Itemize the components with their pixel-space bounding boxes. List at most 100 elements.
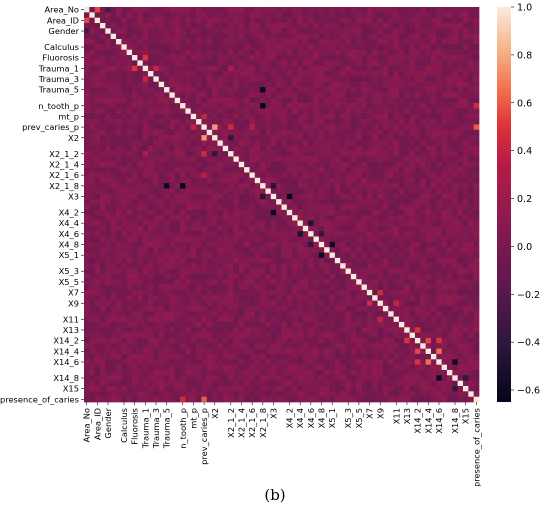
heatmap-cell xyxy=(185,241,192,248)
heatmap-cell xyxy=(308,81,314,88)
heatmap-cell xyxy=(430,247,437,253)
heatmap-cell xyxy=(366,289,373,296)
heatmap-cell xyxy=(228,188,234,195)
heatmap-cell xyxy=(425,359,432,365)
heatmap-cell xyxy=(174,343,181,349)
heatmap-cell xyxy=(366,55,373,61)
heatmap-cell xyxy=(414,12,421,19)
heatmap-cell xyxy=(350,97,357,104)
heatmap-cell xyxy=(233,332,240,339)
heatmap-cell xyxy=(302,321,309,328)
heatmap-cell xyxy=(174,204,181,211)
heatmap-cell xyxy=(94,199,101,205)
heatmap-cell xyxy=(361,327,368,333)
heatmap-cell xyxy=(260,145,266,152)
heatmap-cell xyxy=(398,65,405,72)
heatmap-cell xyxy=(265,145,272,152)
heatmap-cell xyxy=(174,300,181,307)
heatmap-cell xyxy=(350,55,357,61)
heatmap-cell xyxy=(468,161,475,168)
heatmap-cell xyxy=(441,87,448,93)
heatmap-cell xyxy=(292,311,298,317)
heatmap-cell xyxy=(377,76,384,83)
heatmap-cell xyxy=(265,209,272,216)
heatmap-cell xyxy=(174,284,181,291)
heatmap-cell xyxy=(270,359,277,365)
heatmap-cell xyxy=(372,156,378,163)
heatmap-cell xyxy=(233,28,240,35)
heatmap-cell xyxy=(334,17,341,24)
heatmap-cell xyxy=(217,364,224,371)
heatmap-cell xyxy=(174,28,181,35)
heatmap-cell xyxy=(398,252,405,259)
heatmap-cell xyxy=(94,188,101,195)
heatmap-cell xyxy=(265,87,272,93)
heatmap-cell xyxy=(468,172,475,179)
heatmap-cell xyxy=(388,268,394,275)
heatmap-cell xyxy=(462,49,469,56)
heatmap-cell xyxy=(233,199,240,205)
heatmap-cell xyxy=(329,103,336,109)
heatmap-cell xyxy=(350,257,357,264)
heatmap-cell xyxy=(430,348,437,355)
heatmap-cell xyxy=(318,327,325,333)
heatmap-cell xyxy=(329,87,336,93)
heatmap-cell xyxy=(372,236,378,243)
heatmap-cell xyxy=(121,263,128,269)
heatmap-cell xyxy=(436,353,442,360)
heatmap-cell xyxy=(228,305,234,312)
heatmap-cell xyxy=(212,17,218,24)
heatmap-cell xyxy=(164,87,170,93)
heatmap-cell xyxy=(436,167,442,173)
heatmap-cell xyxy=(361,119,368,125)
heatmap-cell xyxy=(233,44,240,51)
heatmap-cell xyxy=(254,273,261,280)
heatmap-cell xyxy=(398,257,405,264)
heatmap-cell xyxy=(420,268,426,275)
heatmap-cell xyxy=(356,305,362,312)
heatmap-cell xyxy=(297,279,304,285)
heatmap-cell xyxy=(206,295,213,301)
heatmap-cell xyxy=(334,316,341,323)
heatmap-cell xyxy=(153,220,160,227)
heatmap-cell xyxy=(302,353,309,360)
heatmap-cell xyxy=(281,65,288,72)
heatmap-cell xyxy=(318,81,325,88)
heatmap-cell xyxy=(441,151,448,157)
heatmap-cell xyxy=(350,39,357,45)
heatmap-cell xyxy=(468,337,475,344)
heatmap-cell xyxy=(473,193,480,200)
heatmap-cell xyxy=(430,204,437,211)
heatmap-cell xyxy=(356,140,362,147)
heatmap-cell xyxy=(185,44,192,51)
heatmap-cell xyxy=(404,183,410,189)
heatmap-cell xyxy=(222,215,229,221)
heatmap-cell xyxy=(121,225,128,232)
heatmap-cell xyxy=(190,188,197,195)
heatmap-cell xyxy=(350,268,357,275)
heatmap-cell xyxy=(436,284,442,291)
heatmap-cell xyxy=(185,17,192,24)
heatmap-cell xyxy=(430,119,437,125)
heatmap-cell xyxy=(308,92,314,99)
heatmap-cell xyxy=(361,17,368,24)
heatmap-cell xyxy=(409,55,416,61)
heatmap-cell xyxy=(473,220,480,227)
heatmap-cell xyxy=(430,145,437,152)
heatmap-cell xyxy=(457,343,464,349)
heatmap-cell xyxy=(393,321,400,328)
heatmap-cell xyxy=(190,71,197,77)
heatmap-cell xyxy=(297,257,304,264)
heatmap-cell xyxy=(468,76,475,83)
heatmap-cell xyxy=(414,193,421,200)
heatmap-cell xyxy=(473,236,480,243)
heatmap-cell xyxy=(153,321,160,328)
heatmap-cell xyxy=(196,225,202,232)
heatmap-cell xyxy=(142,49,149,56)
heatmap-cell xyxy=(206,273,213,280)
heatmap-cell xyxy=(142,252,149,259)
heatmap-cell xyxy=(158,268,165,275)
heatmap-cell xyxy=(142,71,149,77)
heatmap-cell xyxy=(212,97,218,104)
heatmap-cell xyxy=(164,156,170,163)
